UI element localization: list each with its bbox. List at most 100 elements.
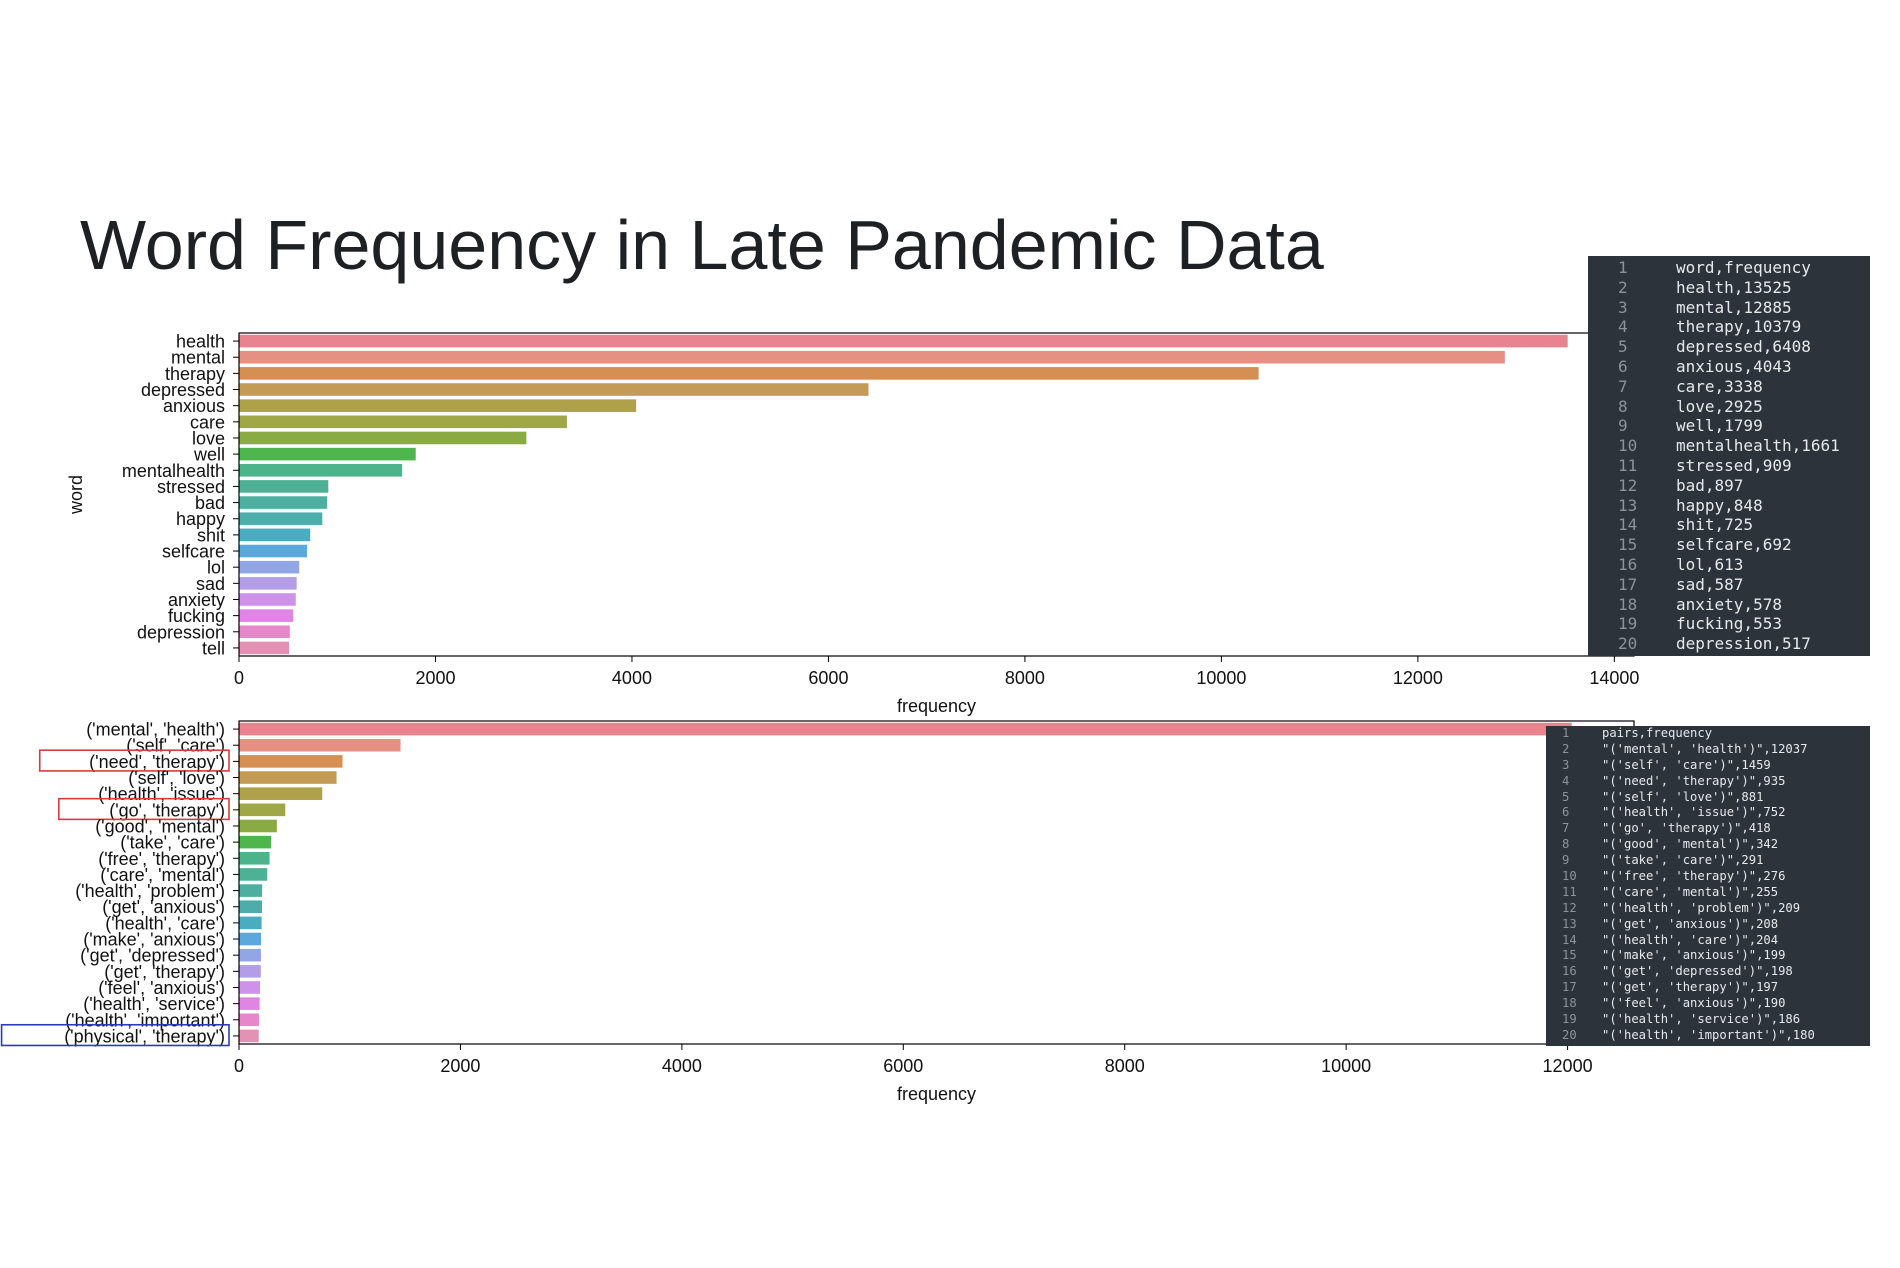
line-text: "('self', 'love')",881 [1602, 789, 1764, 804]
category-label: ('care', 'mental') [100, 865, 225, 885]
word-csv-panel[interactable]: 1 word,frequency 2 health,13525 3 mental,1288… [1588, 256, 1870, 656]
code-line: 15 "('make', 'anxious')",199 [1546, 948, 1870, 964]
line-text: "('health', 'service')",186 [1602, 1012, 1801, 1027]
bar [239, 803, 286, 817]
line-text: "('need', 'therapy')",935 [1602, 773, 1786, 788]
line-number: 17 [1562, 980, 1577, 995]
plot-frame [238, 720, 1635, 1045]
bar [239, 544, 307, 558]
line-text: sad,587 [1676, 574, 1744, 594]
line-number: 10 [1618, 436, 1638, 456]
line-text: "('get', 'anxious')",208 [1602, 916, 1779, 931]
code-line: 11 "('care', 'mental')",255 [1546, 885, 1870, 901]
category-label: bad [195, 493, 225, 513]
line-number: 11 [1562, 884, 1577, 899]
code-line: 13 happy,848 [1588, 496, 1870, 516]
line-text: "('feel', 'anxious')",190 [1602, 996, 1786, 1011]
line-text: pairs,frequency [1602, 726, 1713, 740]
plot-frame [238, 332, 1635, 657]
category-label: care [190, 412, 225, 432]
line-text: mentalhealth,1661 [1676, 436, 1840, 456]
code-line: 8 "('good', 'mental')",342 [1546, 837, 1870, 853]
line-number: 3 [1618, 297, 1628, 317]
code-line: 5 depressed,6408 [1588, 337, 1870, 357]
x-tick-label: 10000 [1196, 668, 1246, 688]
x-tick-label: 4000 [612, 668, 652, 688]
category-label: ('make', 'anxious') [83, 930, 225, 950]
code-line: 7 "('go', 'therapy')",418 [1546, 821, 1870, 837]
line-text: well,1799 [1676, 416, 1763, 436]
bar [239, 383, 869, 396]
line-text: happy,848 [1676, 495, 1763, 515]
chart-title: Word Frequency in Late Pandemic Data [80, 206, 1324, 284]
code-line: 5 "('self', 'love')",881 [1546, 790, 1870, 806]
category-label: ('go', 'therapy') [109, 800, 225, 820]
line-number: 1 [1562, 726, 1570, 740]
line-text: love,2925 [1676, 396, 1763, 416]
category-label: ('mental', 'health') [86, 720, 225, 740]
line-text: depressed,6408 [1676, 337, 1811, 357]
line-number: 1 [1618, 258, 1628, 277]
line-number: 14 [1562, 932, 1577, 947]
line-number: 13 [1618, 495, 1638, 515]
bar [239, 496, 328, 509]
x-tick-label: 6000 [883, 1056, 923, 1076]
line-text: selfcare,692 [1676, 535, 1792, 555]
line-number: 18 [1562, 996, 1577, 1011]
line-text: fucking,553 [1676, 614, 1782, 634]
line-number: 13 [1562, 916, 1577, 931]
line-text: "('care', 'mental')",255 [1602, 884, 1779, 899]
code-line: 16 lol,613 [1588, 555, 1870, 575]
bar [239, 771, 337, 784]
code-line: 12 bad,897 [1588, 476, 1870, 496]
bar [239, 997, 260, 1010]
bar [239, 851, 270, 865]
line-number: 15 [1618, 535, 1638, 555]
bar [239, 884, 263, 897]
category-label: anxiety [168, 590, 225, 610]
x-tick-label: 8000 [1105, 1056, 1145, 1076]
category-label: ('health', 'problem') [75, 881, 225, 901]
line-number: 8 [1618, 396, 1628, 416]
category-label: health [176, 332, 225, 352]
code-line: 13 "('get', 'anxious')",208 [1546, 917, 1870, 933]
line-number: 5 [1618, 337, 1628, 357]
pair-frequency-chart: ('mental', 'health')('self', 'care')('ne… [0, 720, 1635, 1104]
code-line: 6 "('health', 'issue')",752 [1546, 805, 1870, 821]
line-text: lol,613 [1676, 554, 1744, 574]
code-line: 16 "('get', 'depressed')",198 [1546, 964, 1870, 980]
line-number: 2 [1562, 741, 1570, 756]
line-number: 10 [1562, 869, 1577, 884]
bar [239, 819, 277, 833]
code-line: 19 "('health', 'service')",186 [1546, 1012, 1870, 1028]
bar [239, 835, 272, 849]
category-label: love [192, 428, 225, 448]
category-label: ('feel', 'anxious') [98, 978, 225, 998]
category-label: mentalhealth [122, 461, 225, 481]
line-text: health,13525 [1676, 277, 1792, 297]
line-text: "('good', 'mental')",342 [1602, 837, 1779, 852]
line-number: 17 [1618, 574, 1638, 594]
label-highlight-box [58, 797, 230, 821]
bar [239, 399, 637, 412]
line-number: 4 [1562, 773, 1570, 788]
bar [239, 738, 401, 752]
category-label: lol [207, 558, 225, 578]
line-number: 9 [1562, 853, 1570, 868]
bar [239, 593, 296, 606]
line-text: "('health', 'problem')",209 [1602, 900, 1801, 915]
line-text: "('make', 'anxious')",199 [1602, 948, 1786, 963]
line-number: 6 [1618, 356, 1628, 376]
bar [239, 722, 1572, 736]
category-label: ('need', 'therapy') [89, 752, 225, 772]
category-label: ('get', 'anxious') [102, 897, 225, 917]
bar [239, 625, 290, 639]
category-label: well [193, 445, 225, 465]
line-number: 19 [1618, 614, 1638, 634]
x-tick-label: 2000 [440, 1056, 480, 1076]
code-line: 12 "('health', 'problem')",209 [1546, 901, 1870, 917]
pairs-csv-panel[interactable]: 1 pairs,frequency 2 "('mental', 'health')",… [1546, 726, 1870, 1046]
code-line: 11 stressed,909 [1588, 456, 1870, 476]
